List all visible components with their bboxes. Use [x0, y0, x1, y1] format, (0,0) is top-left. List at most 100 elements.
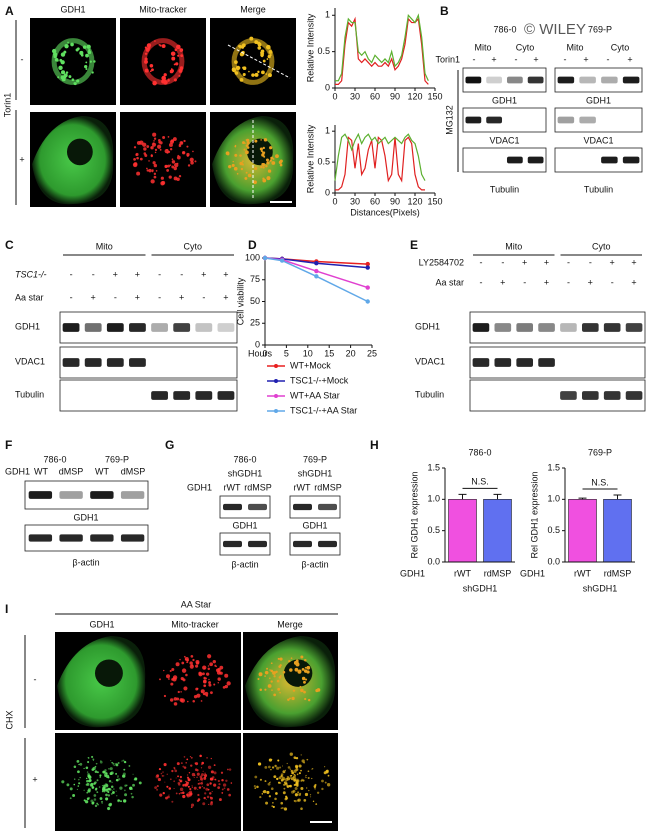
- signal: [207, 654, 212, 659]
- panel-label: H: [370, 438, 379, 452]
- band: [527, 156, 544, 164]
- x-tick-label: 0: [262, 348, 267, 358]
- signal: [198, 671, 202, 675]
- signal: [113, 764, 115, 767]
- signal: [78, 763, 80, 766]
- treatment-sign: -: [202, 292, 205, 302]
- signal: [101, 801, 103, 803]
- signal: [105, 774, 110, 779]
- x-tick-label: rdMSP: [604, 568, 632, 578]
- signal: [205, 798, 207, 800]
- signal: [156, 774, 160, 778]
- legend-label: WT+AA Star: [290, 390, 340, 400]
- signal: [262, 790, 265, 793]
- signal: [194, 160, 197, 163]
- signal: [242, 73, 246, 77]
- signal: [196, 776, 198, 778]
- band: [28, 491, 53, 499]
- signal: [248, 70, 250, 73]
- signal: [254, 72, 259, 77]
- signal: [303, 680, 306, 684]
- signal: [115, 772, 118, 775]
- signal: [213, 683, 216, 686]
- signal: [271, 689, 273, 691]
- signal: [206, 783, 210, 787]
- signal: [181, 150, 186, 155]
- signal: [303, 690, 306, 694]
- treatment-sign: +: [223, 269, 228, 279]
- signal: [193, 786, 197, 790]
- signal: [260, 165, 263, 169]
- blot-label: Tubulin: [584, 184, 613, 194]
- signal: [72, 794, 76, 797]
- blot-label: Tubulin: [490, 184, 519, 194]
- signal: [97, 803, 99, 806]
- signal: [279, 692, 281, 694]
- signal: [64, 44, 69, 49]
- signal: [269, 677, 271, 679]
- signal: [87, 796, 91, 800]
- signal: [270, 680, 273, 683]
- signal: [200, 700, 203, 702]
- signal: [167, 136, 170, 138]
- blot-label: β-actin: [72, 557, 99, 567]
- treatment-sign: -: [523, 277, 526, 287]
- signal: [54, 57, 59, 62]
- signal: [52, 52, 58, 57]
- signal: [213, 771, 217, 775]
- band: [28, 534, 53, 542]
- signal: [58, 65, 63, 71]
- point: [365, 265, 370, 270]
- signal: [270, 662, 273, 665]
- signal: [202, 672, 205, 676]
- x-tick-label: 120: [407, 91, 422, 101]
- signal: [257, 762, 262, 766]
- signal: [109, 802, 113, 806]
- band: [472, 358, 490, 367]
- signal: [175, 792, 178, 795]
- signal: [204, 691, 209, 696]
- treatment-sign: -: [70, 292, 73, 302]
- signal: [204, 777, 206, 779]
- blot-label: VDAC1: [583, 135, 613, 145]
- signal: [89, 60, 92, 63]
- signal: [294, 787, 298, 791]
- signal: [63, 73, 68, 78]
- y-tick-label: 50: [250, 296, 260, 306]
- signal: [107, 790, 110, 794]
- y-axis-label: Rel GDH1 expression: [409, 471, 419, 558]
- treatment-sign: -: [180, 269, 183, 279]
- signal: [91, 755, 94, 759]
- signal: [87, 789, 91, 793]
- signal: [185, 780, 187, 782]
- signal: [173, 63, 176, 66]
- signal: [60, 52, 66, 57]
- signal: [196, 693, 201, 698]
- signal: [163, 80, 168, 85]
- signal: [158, 767, 162, 771]
- signal: [244, 176, 248, 180]
- signal: [206, 795, 210, 799]
- signal: [132, 162, 138, 168]
- signal: [111, 789, 113, 791]
- band: [601, 156, 618, 164]
- signal: [295, 782, 299, 786]
- signal: [86, 782, 90, 786]
- signal: [160, 176, 164, 180]
- signal: [107, 794, 111, 797]
- signal: [270, 768, 272, 771]
- signal: [195, 687, 199, 691]
- signal: [210, 796, 213, 800]
- signal: [93, 60, 96, 63]
- x-tick-label: 150: [427, 196, 442, 206]
- signal: [94, 770, 98, 774]
- signal: [233, 60, 238, 64]
- signal: [157, 144, 162, 149]
- signal: [203, 786, 206, 789]
- signal: [181, 668, 187, 673]
- bar: [483, 499, 512, 563]
- x-tick-label: 20: [346, 348, 356, 358]
- band: [248, 540, 267, 548]
